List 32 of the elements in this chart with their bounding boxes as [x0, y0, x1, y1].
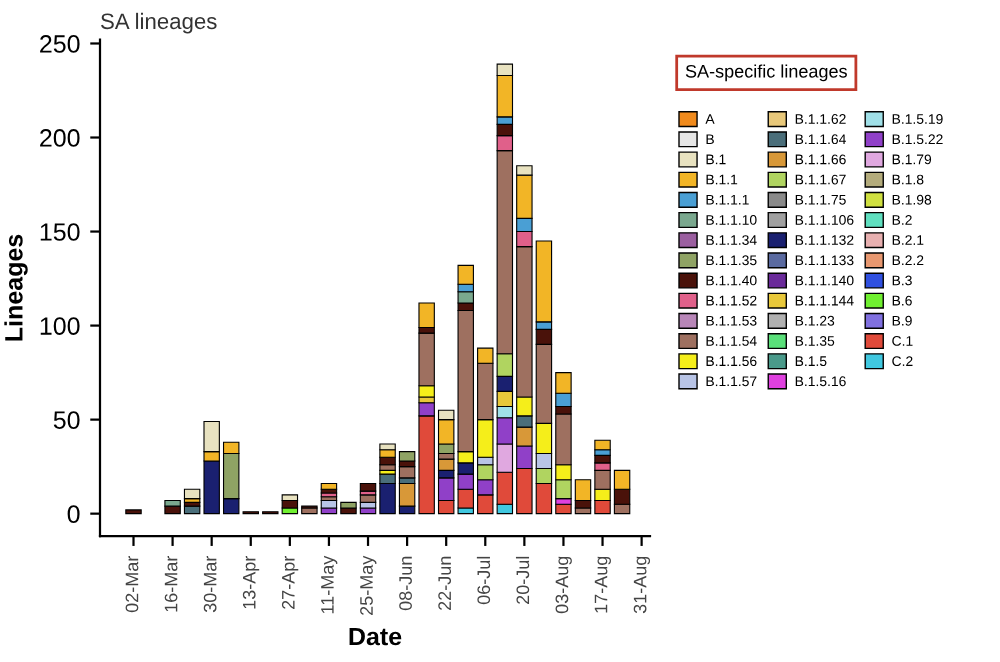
- x-tick-label: 31-Aug: [633, 556, 651, 614]
- y-tick-label: 150: [40, 223, 80, 241]
- x-tick-label: 20-Jul: [515, 556, 530, 604]
- x-tick-label: 22-Jun: [438, 556, 452, 610]
- x-tick-label: 08-Jun: [399, 556, 412, 611]
- bar: [594, 454, 611, 464]
- x-tick-label: 06-Jul: [476, 556, 491, 605]
- bar: [457, 264, 474, 285]
- x-tick-label: 11-May: [321, 555, 338, 614]
- y-tick-label: 100: [40, 317, 80, 335]
- chart-title: SA lineages: [101, 12, 217, 34]
- x-tick-label: 02-Mar: [125, 555, 139, 613]
- y-tick-label: 50: [53, 411, 80, 429]
- x-axis-title: Date: [349, 627, 402, 646]
- y-axis-title: Lineages: [4, 234, 28, 341]
- bar: [594, 439, 611, 451]
- x-tick-label: 25-May: [360, 555, 377, 615]
- x-tick-label: 16-Mar: [164, 555, 178, 612]
- bar: [320, 483, 338, 490]
- x-tick-label: 30-Mar: [203, 555, 217, 613]
- y-tick-label: 250: [40, 35, 80, 53]
- bar: [418, 302, 435, 329]
- x-tick-label: 17-Aug: [594, 556, 611, 613]
- bar: [379, 443, 396, 451]
- y-tick-label: 200: [40, 129, 80, 147]
- x-tick-label: 27-Apr: [281, 555, 299, 609]
- text: SA-specific lineages: [685, 64, 847, 82]
- bar: [281, 494, 299, 502]
- y-tick-label: 0: [67, 505, 80, 523]
- x-tick-label: 03-Aug: [555, 556, 572, 614]
- bar: [457, 291, 474, 304]
- x-tick-label: 13-Apr: [242, 555, 260, 609]
